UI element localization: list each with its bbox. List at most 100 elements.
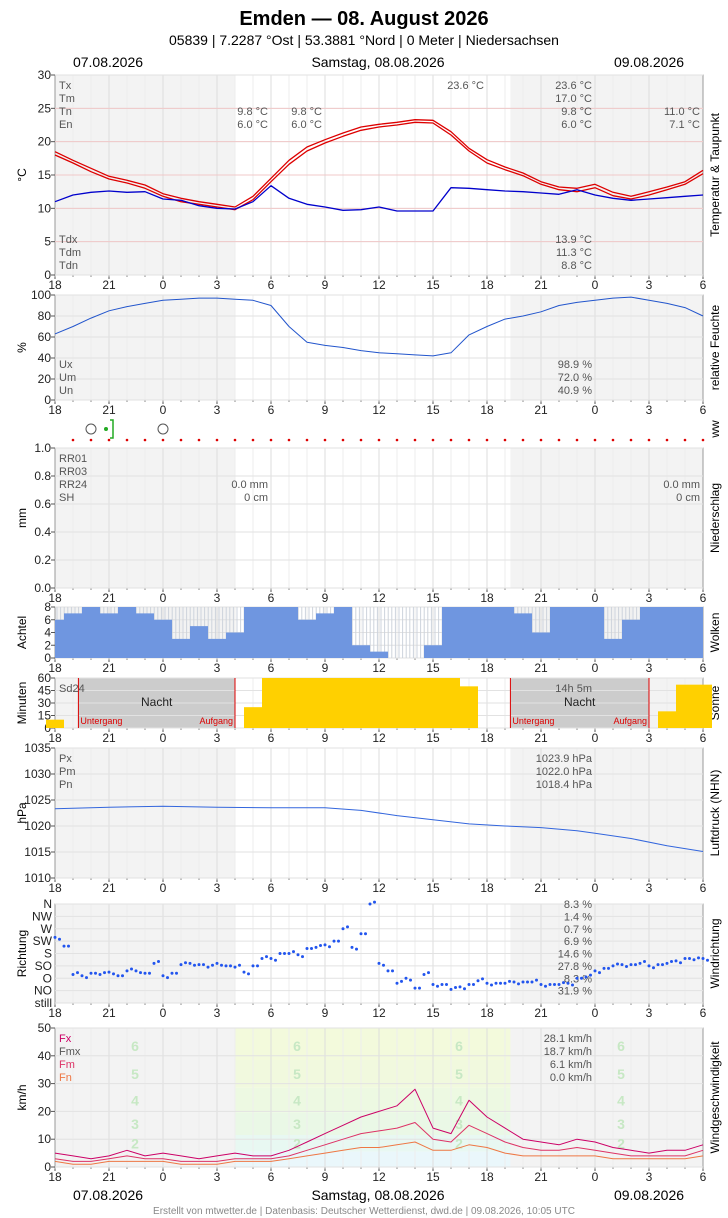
stat-value: 28.1 km/h bbox=[544, 1033, 592, 1045]
x-tick-label: 3 bbox=[646, 591, 653, 605]
y-tick-label: 0 bbox=[44, 268, 51, 282]
x-tick-label: 6 bbox=[700, 591, 707, 605]
x-tick-label: 18 bbox=[480, 1170, 494, 1184]
wind-dir-point bbox=[679, 961, 682, 965]
x-tick-label: 9 bbox=[322, 1170, 329, 1184]
x-tick-label: 3 bbox=[214, 1170, 221, 1184]
wind-dir-point bbox=[328, 945, 331, 949]
x-tick-label: 21 bbox=[102, 278, 116, 292]
wind-dir-point bbox=[688, 956, 691, 960]
stat-value: 0 cm bbox=[244, 492, 268, 504]
stat-label: SH bbox=[59, 492, 74, 504]
wind-dir-point bbox=[373, 900, 376, 904]
wind-dir-point bbox=[697, 956, 700, 960]
panel-side-label: Niederschlag bbox=[708, 483, 722, 553]
x-tick-label: 6 bbox=[268, 1006, 275, 1020]
sun-bar bbox=[298, 678, 316, 728]
x-tick-label: 0 bbox=[160, 278, 167, 292]
wind-dir-point bbox=[197, 963, 201, 967]
wind-dir-point bbox=[359, 932, 363, 936]
x-tick-label: 21 bbox=[534, 278, 548, 292]
wind-dir-point bbox=[395, 981, 399, 985]
cloud-bar bbox=[460, 607, 478, 658]
ww-marker bbox=[287, 438, 291, 442]
x-tick-label: 21 bbox=[534, 591, 548, 605]
wind-dir-point bbox=[251, 964, 255, 968]
wind-dir-point bbox=[544, 984, 547, 988]
panel-side-label: Windrichtung bbox=[708, 918, 722, 988]
wind-dir-point bbox=[454, 986, 457, 990]
wind-dir-point bbox=[472, 982, 475, 986]
cloud-bar bbox=[694, 607, 703, 658]
cloud-bar bbox=[424, 645, 442, 658]
y-axis-label: °C bbox=[15, 168, 29, 182]
sun-bar bbox=[442, 678, 460, 728]
wind-dir-point bbox=[229, 964, 232, 968]
stat-value: 6.9 % bbox=[564, 936, 592, 948]
stat-value: 6.0 °C bbox=[561, 119, 592, 131]
stat-value: 98.9 % bbox=[558, 359, 592, 371]
wind-dir-point bbox=[548, 982, 552, 986]
sun-bar bbox=[334, 678, 352, 728]
wind-dir-point bbox=[94, 971, 97, 975]
sun-total: 14h 5m bbox=[555, 683, 592, 695]
stat-label: Fn bbox=[59, 1072, 72, 1084]
x-tick-label: 0 bbox=[160, 1170, 167, 1184]
wind-dir-point bbox=[184, 961, 187, 965]
x-tick-label: 15 bbox=[426, 278, 440, 292]
x-tick-label: 0 bbox=[592, 278, 599, 292]
y-axis-label: km/h bbox=[15, 1084, 29, 1110]
series-line-td bbox=[54, 185, 704, 212]
x-tick-label: 9 bbox=[322, 278, 329, 292]
series-line-tx bbox=[54, 119, 704, 208]
cloud-bar bbox=[550, 607, 568, 658]
x-tick-label: 18 bbox=[48, 1006, 62, 1020]
wind-dir-point bbox=[337, 939, 340, 943]
x-tick-label: 18 bbox=[48, 278, 62, 292]
x-tick-label: 21 bbox=[534, 1170, 548, 1184]
x-tick-label: 21 bbox=[534, 661, 548, 675]
wind-dir-point bbox=[71, 973, 75, 977]
stat-value: 1023.9 hPa bbox=[536, 753, 593, 765]
wind-dir-point bbox=[323, 943, 327, 947]
wind-dir-point bbox=[314, 945, 318, 949]
sun-bar bbox=[262, 678, 280, 728]
ww-marker bbox=[539, 438, 543, 442]
x-tick-label: 12 bbox=[372, 1170, 386, 1184]
y-tick-label: 6 bbox=[44, 613, 51, 627]
wind-dir-point bbox=[310, 947, 313, 951]
y-tick-label: 4 bbox=[44, 626, 51, 640]
wind-dir-point bbox=[458, 985, 462, 989]
y-axis-label: Richtung bbox=[15, 930, 29, 977]
x-tick-label: 12 bbox=[372, 1006, 386, 1020]
wind-dir-point bbox=[593, 969, 597, 973]
stat-label: Um bbox=[59, 372, 76, 384]
wind-dir-point bbox=[400, 979, 403, 983]
stat-value: 7.1 °C bbox=[669, 119, 700, 131]
x-tick-label: 12 bbox=[372, 278, 386, 292]
stat-label: RR01 bbox=[59, 453, 87, 465]
stat-value: 23.6 °C bbox=[555, 80, 592, 92]
date-left-bottom: 07.08.2026 bbox=[73, 1187, 143, 1203]
ww-marker bbox=[413, 438, 417, 442]
wind-dir-point bbox=[188, 961, 192, 965]
wind-dir-point bbox=[647, 964, 651, 968]
ww-marker bbox=[683, 438, 687, 442]
cloud-bar bbox=[622, 619, 640, 658]
x-tick-label: 12 bbox=[372, 591, 386, 605]
y-tick-label: 30 bbox=[38, 696, 52, 710]
stat-label: RR24 bbox=[59, 479, 87, 491]
y-tick-label: 0.8 bbox=[34, 469, 51, 483]
y-tick-label: SW bbox=[33, 934, 53, 948]
wind-dir-point bbox=[130, 967, 133, 971]
x-tick-label: 0 bbox=[160, 731, 167, 745]
wind-dir-point bbox=[629, 963, 633, 967]
wind-dir-point bbox=[512, 980, 516, 984]
y-tick-label: 0 bbox=[44, 651, 51, 665]
x-tick-label: 18 bbox=[480, 881, 494, 895]
panel-side-label: ww bbox=[708, 420, 722, 439]
y-tick-label: 1010 bbox=[24, 871, 51, 885]
wind-dir-point bbox=[643, 960, 646, 964]
cloud-bar bbox=[190, 626, 208, 658]
